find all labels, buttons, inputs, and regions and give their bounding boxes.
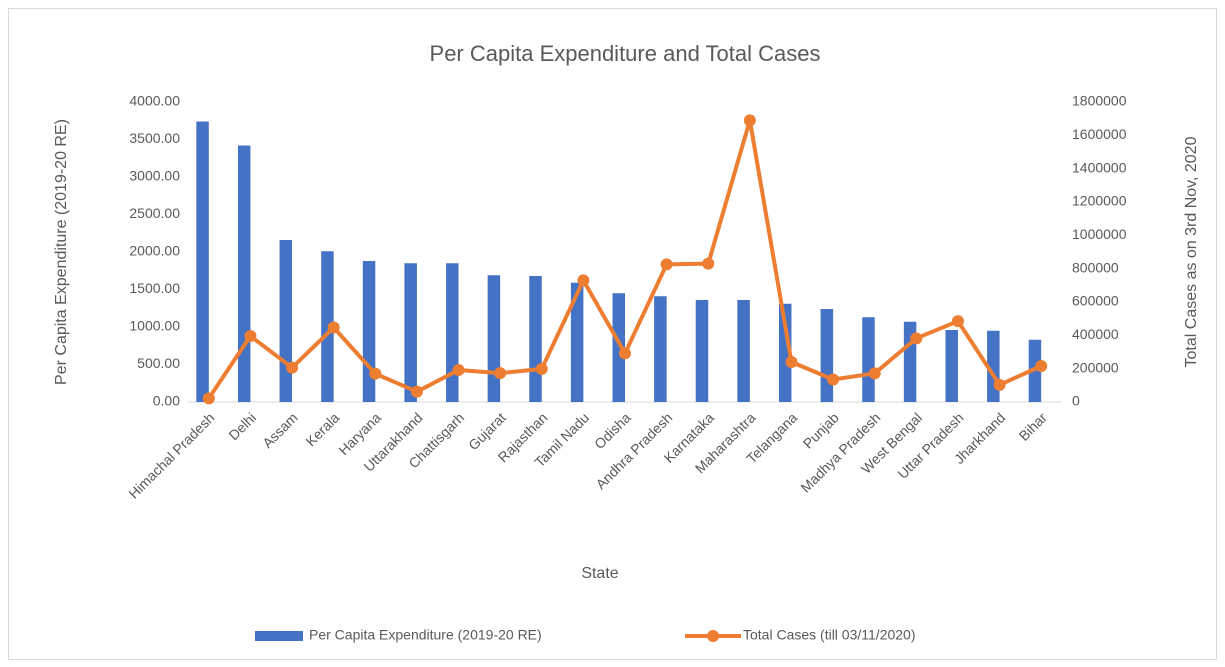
y-axis-label: Per Capita Expenditure (2019-20 RE) (53, 119, 70, 385)
line-marker (369, 367, 382, 380)
line-marker (827, 373, 840, 386)
line-marker (535, 362, 548, 375)
chart-title: Per Capita Expenditure and Total Cases (430, 41, 821, 66)
y-tick-label: 1500.00 (129, 280, 180, 296)
bar (321, 251, 334, 402)
bar (404, 263, 417, 402)
y-tick-label: 1000.00 (129, 318, 180, 334)
line-marker (743, 114, 756, 127)
bar (570, 282, 584, 402)
y2-tick-label: 1600000 (1072, 126, 1127, 142)
bar (778, 303, 792, 402)
line-marker (660, 258, 673, 271)
y2-tick-label: 600000 (1072, 293, 1119, 309)
bar (654, 296, 667, 402)
line-marker (327, 321, 340, 334)
line-marker (951, 315, 964, 328)
line-marker (868, 367, 881, 380)
y2-tick-label: 200000 (1072, 359, 1119, 375)
y2-tick-label: 0 (1072, 393, 1080, 409)
y-tick-label: 2000.00 (129, 243, 180, 259)
line-marker (244, 330, 257, 342)
bar (279, 240, 293, 402)
line-marker (202, 392, 215, 405)
line-marker (286, 361, 299, 374)
bar (237, 145, 251, 402)
y2-tick-label: 1400000 (1072, 159, 1127, 175)
bar (862, 317, 875, 402)
y-tick-label: 3000.00 (129, 168, 180, 184)
y2-tick-label: 800000 (1072, 259, 1119, 275)
legend-label: Total Cases (till 03/11/2020) (743, 627, 916, 643)
line-marker (577, 274, 590, 287)
bar (945, 330, 958, 402)
bar (695, 300, 709, 402)
bar (446, 263, 459, 402)
line-marker (494, 367, 507, 380)
y-tick-label: 3500.00 (129, 130, 180, 146)
line-marker (1035, 360, 1048, 372)
bar (196, 121, 209, 402)
line-marker (702, 257, 715, 270)
legend-swatch (255, 631, 303, 641)
line-marker (619, 347, 631, 360)
x-axis-label: State (581, 565, 618, 582)
y2-tick-label: 1200000 (1072, 193, 1127, 209)
y-tick-label: 4000.00 (129, 93, 180, 109)
legend-marker (707, 630, 719, 642)
bar (737, 300, 750, 402)
bar (487, 275, 501, 402)
y-tick-label: 0.00 (153, 393, 180, 409)
y2-tick-label: 1800000 (1072, 93, 1127, 109)
line-marker (910, 332, 923, 345)
y-tick-label: 500.00 (137, 355, 180, 371)
line-marker (993, 378, 1006, 391)
bar (362, 261, 376, 402)
line-marker (452, 364, 465, 376)
line-marker (410, 385, 423, 398)
line-marker (785, 356, 798, 368)
bar (612, 293, 625, 402)
bar (529, 276, 542, 402)
legend-label: Per Capita Expenditure (2019-20 RE) (309, 627, 542, 643)
y-tick-label: 2500.00 (129, 205, 180, 221)
y2-tick-label: 1000000 (1072, 226, 1127, 242)
y2-axis-label: Total Cases as on 3rd Nov, 2020 (1183, 136, 1200, 367)
y2-tick-label: 400000 (1072, 326, 1119, 342)
bar (820, 309, 834, 402)
